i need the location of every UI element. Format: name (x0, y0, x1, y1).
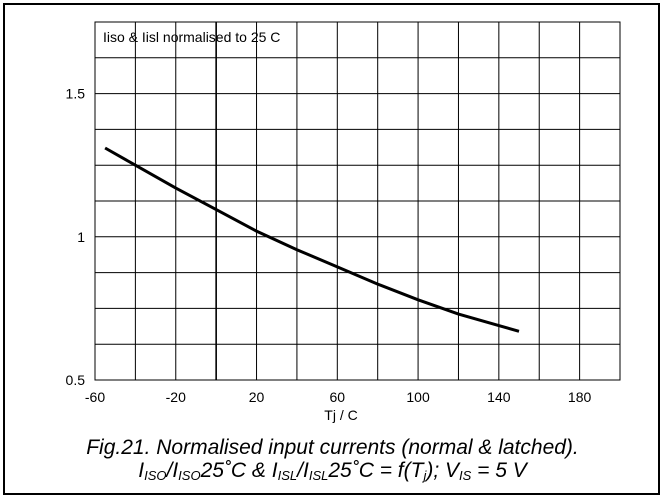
caption-line-2: IISO/IISO25˚C & IISL/IISL25˚C = f(Tj); V… (138, 459, 527, 483)
x-tick-label: -60 (85, 389, 105, 405)
x-tick-label: 140 (487, 389, 511, 405)
grid (94, 21, 621, 381)
x-tick-label: 20 (249, 389, 265, 405)
figure-frame (3, 3, 660, 495)
y-tick-label: 1.5 (66, 86, 86, 102)
x-tick-label: 60 (330, 389, 346, 405)
figure-caption: Fig.21. Normalised input currents (norma… (5, 436, 660, 482)
caption-line-1: Fig.21. Normalised input currents (norma… (86, 436, 579, 459)
x-tick-labels: -60 -20 20 60 100 140 180 (85, 389, 592, 405)
x-axis-label: Tj / C (324, 407, 357, 423)
chart-title: Iiso & Iisl normalised to 25 C (103, 29, 280, 45)
x-tick-label: -20 (166, 389, 186, 405)
plot-area (94, 21, 621, 381)
x-tick-label: 100 (406, 389, 430, 405)
y-tick-label: 1 (77, 229, 85, 245)
series-line (104, 146, 520, 333)
x-tick-label: 180 (568, 389, 592, 405)
y-tick-label: 0.5 (66, 372, 86, 388)
y-tick-labels: 0.5 1 1.5 (66, 86, 86, 388)
